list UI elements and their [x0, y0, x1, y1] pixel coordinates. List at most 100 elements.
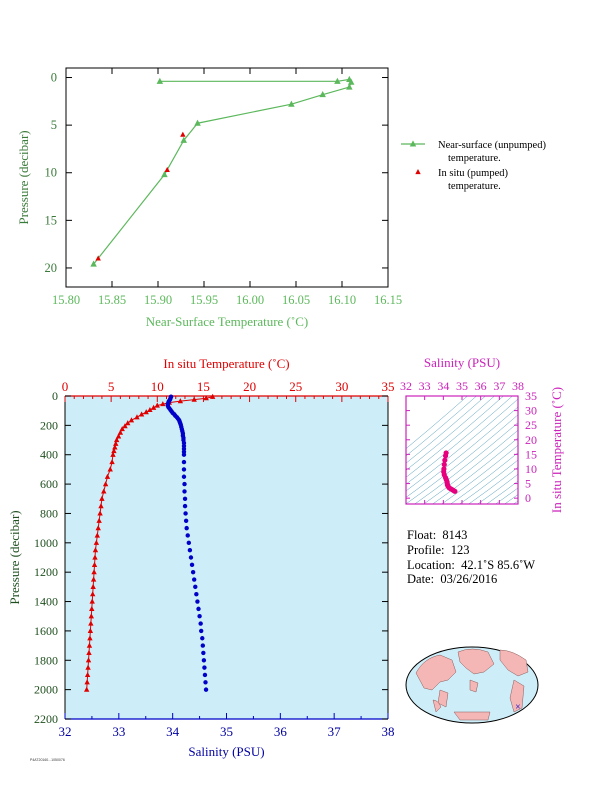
- profile-pressure-tick-label: 800: [40, 506, 58, 520]
- profile-temperature-tick-label: 30: [335, 379, 348, 394]
- profile-salinity-point: [195, 599, 200, 604]
- ts-contour-line: [468, 466, 518, 504]
- profile-pressure-tick-label: 1400: [34, 595, 58, 609]
- legend-unpumped-label-cont: temperature.: [448, 153, 501, 164]
- ts-point: [452, 488, 458, 494]
- profile-temperature-point: [96, 517, 102, 523]
- near-surface-y-tick-label: 5: [51, 118, 57, 132]
- map-landmass: [469, 679, 479, 693]
- ts-temperature-tick-label: 10: [525, 462, 537, 476]
- profile-temperature-point: [115, 433, 122, 439]
- ts-temperature-tick-label: 15: [525, 447, 537, 461]
- near-surface-unpumped-line: [93, 78, 352, 265]
- near-surface-frame: [65, 67, 389, 288]
- ts-contour-line: [423, 429, 518, 504]
- ts-temperature-axis-title: In situ Temperature (˚C): [549, 387, 564, 513]
- ts-contour-line: [441, 444, 518, 504]
- location-value: 42.1˚S 85.6˚W: [461, 558, 536, 572]
- profile-temperature-tick-label: 20: [243, 379, 256, 394]
- profile-temperature-point: [104, 473, 111, 479]
- profile-temperature-point: [84, 671, 91, 678]
- profile-salinity-point: [203, 680, 208, 685]
- map-landmass: [457, 648, 495, 675]
- date-info: Date: 03/26/2016: [407, 572, 497, 587]
- profile-pressure-tick-label: 2200: [34, 712, 58, 726]
- profile-temperature-point: [143, 409, 149, 415]
- profile-salinity-point: [181, 459, 187, 465]
- profile-salinity-point: [196, 606, 201, 612]
- ts-temperature-tick-label: 30: [525, 404, 537, 418]
- profile-salinity-point: [193, 584, 198, 590]
- profile-pressure-tick-label: 2000: [34, 683, 58, 697]
- profile-temperature-point: [113, 440, 119, 446]
- ts-contour-line: [486, 480, 518, 504]
- profile-temperature-point: [88, 620, 94, 626]
- ts-background: [406, 396, 518, 504]
- profile-pressure-axis-title: Pressure (decibar): [7, 510, 22, 604]
- legend-unpumped-marker: [409, 140, 417, 147]
- profile-salinity-tick-label: 35: [220, 724, 233, 739]
- ts-contour-line: [406, 414, 518, 504]
- near-surface-x-tick-label: 15.90: [144, 293, 172, 307]
- profile-temperature-point: [86, 649, 92, 656]
- ts-contour-line: [406, 396, 495, 471]
- profile-salinity-point: [194, 592, 199, 597]
- profile-salinity-point: [188, 555, 194, 560]
- ts-temperature-tick-label: 5: [525, 477, 531, 491]
- near-surface-unpumped-point: [180, 136, 187, 143]
- profile-pressure-tick-label: 1800: [34, 653, 58, 667]
- near-surface-unpumped-point: [347, 78, 355, 85]
- profile-temperature-point: [177, 398, 184, 404]
- near-surface-unpumped-point: [319, 91, 326, 98]
- profile-salinity-tick-label: 33: [112, 724, 125, 739]
- profile-pressure-tick-label: 600: [40, 477, 58, 491]
- profile-salinity-point: [187, 547, 193, 553]
- map-landmass: [432, 699, 442, 713]
- near-surface-y-axis-title: Pressure (decibar): [16, 130, 31, 224]
- profile-salinity-tick-label: 38: [382, 724, 395, 739]
- ts-temperature-tick-label: 20: [525, 433, 537, 447]
- profile-salinity-point: [184, 525, 189, 531]
- profile-temperature-point: [125, 420, 131, 426]
- ts-salinity-tick-label: 33: [419, 379, 431, 393]
- ts-contour-line: [504, 494, 518, 504]
- profile-temperature-point: [86, 642, 93, 648]
- ts-point: [442, 453, 449, 459]
- profile-salinity-point: [202, 672, 208, 678]
- map-float-location-marker: ×: [515, 702, 521, 713]
- ts-contour-line: [406, 396, 468, 449]
- profile-salinity-point: [181, 467, 187, 472]
- map-landmass: [509, 679, 525, 713]
- profile-salinity-point: [185, 533, 190, 538]
- ts-contour-line: [406, 396, 513, 485]
- profile-temperature-point: [91, 561, 98, 567]
- profile-temperature-point: [89, 605, 95, 611]
- ts-contour-line: [450, 452, 518, 504]
- near-surface-x-axis-title: Near-Surface Temperature (˚C): [146, 314, 308, 329]
- near-surface-y-tick-label: 10: [45, 166, 58, 180]
- profile-temperature-point: [95, 525, 101, 531]
- profile-pressure-tick-label: 200: [40, 418, 58, 432]
- profile-salinity-point: [182, 496, 188, 501]
- ts-salinity-tick-label: 35: [456, 379, 468, 393]
- near-surface-y-tick-label: 15: [45, 213, 58, 227]
- float-info: Float: 8143: [407, 528, 467, 543]
- legend-pumped-label-cont: temperature.: [448, 181, 501, 192]
- world-map: ×: [405, 646, 539, 724]
- near-surface-unpumped-point: [156, 77, 164, 84]
- near-surface-x-tick-label: 16.05: [282, 293, 310, 307]
- profile-temperature-point: [122, 423, 128, 429]
- profile-temperature-point: [94, 532, 100, 538]
- profile-temperature-axis-title: In situ Temperature (˚C): [163, 356, 289, 371]
- profile-temperature-point: [117, 429, 124, 435]
- profile-salinity-axis-title: Salinity (PSU): [188, 744, 264, 759]
- profile-salinity-point: [200, 643, 206, 648]
- profile-temperature-point: [138, 411, 145, 417]
- profile-temperature-point: [101, 488, 107, 494]
- profile-temperature-tick-label: 25: [289, 379, 302, 394]
- legend-pumped-marker: [415, 169, 421, 175]
- profile-temperature-point: [99, 495, 105, 501]
- profile-temperature-point: [90, 583, 96, 589]
- profile-salinity-point: [197, 614, 202, 619]
